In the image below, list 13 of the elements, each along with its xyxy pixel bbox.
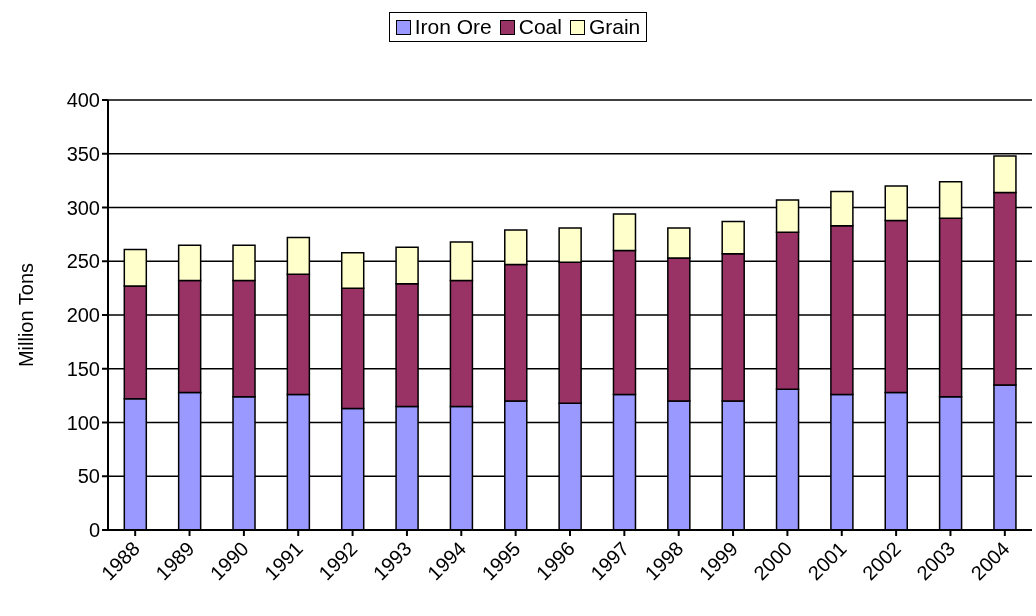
y-tick-label: 250 <box>66 250 100 273</box>
y-tick-label: 50 <box>77 465 100 488</box>
y-tick-label: 350 <box>66 142 100 165</box>
y-tick-label: 0 <box>88 519 100 542</box>
legend-label: Iron Ore <box>414 15 492 39</box>
y-axis-title: Million Tons <box>15 262 38 368</box>
legend-label: Grain <box>588 15 641 39</box>
y-tick-label: 400 <box>66 89 100 112</box>
y-tick-label: 100 <box>66 411 100 434</box>
legend-label: Coal <box>518 15 562 39</box>
y-tick-label: 300 <box>66 196 100 219</box>
y-tick-label: 150 <box>66 357 100 380</box>
y-tick-label: 200 <box>66 304 100 327</box>
